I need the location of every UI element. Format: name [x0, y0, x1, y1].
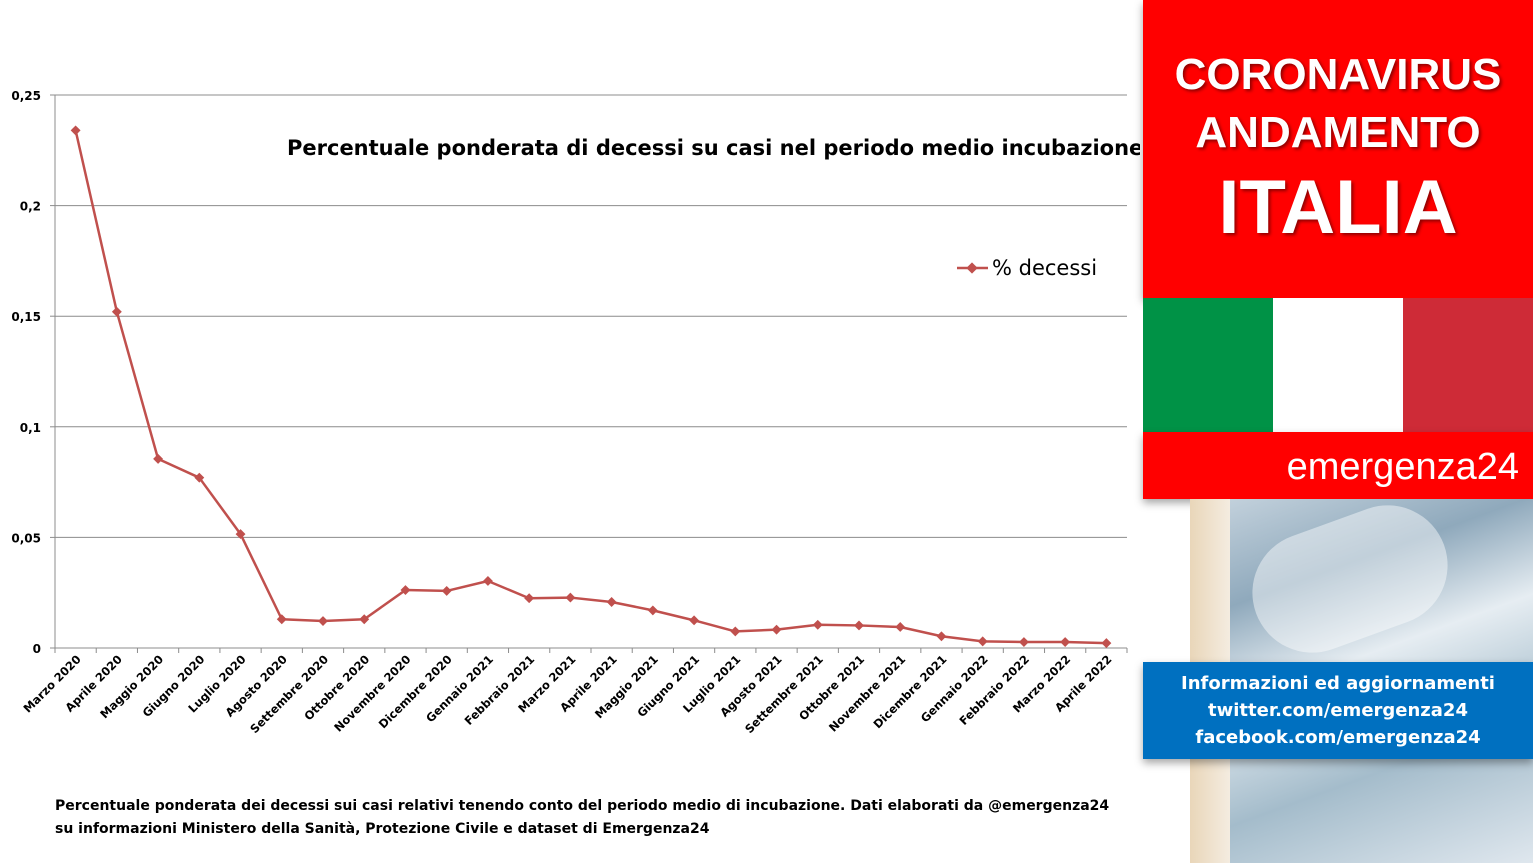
banner-line-2: ANDAMENTO [1195, 108, 1481, 157]
data-point [70, 125, 81, 136]
data-point [359, 614, 370, 625]
x-tick-label: Novembre 2020 [331, 652, 413, 734]
data-point [276, 614, 287, 625]
info-box: Informazioni ed aggiornamenti twitter.co… [1143, 662, 1533, 759]
banner-line-3: ITALIA [1218, 165, 1458, 250]
data-point [565, 592, 576, 603]
data-point [854, 620, 864, 631]
y-tick-label: 0,1 [20, 421, 41, 435]
banner-line-1: CORONAVIRUS [1174, 50, 1502, 99]
data-point [689, 615, 700, 626]
data-point [235, 529, 246, 540]
data-point [482, 576, 493, 586]
y-tick-label: 0,25 [11, 89, 41, 103]
data-point [318, 616, 328, 626]
data-point [400, 585, 411, 595]
x-tick-label: Novembre 2021 [826, 652, 908, 734]
legend-label: % decessi [992, 256, 1097, 280]
data-point [153, 453, 164, 464]
gridlines [55, 94, 1127, 538]
legend: % decessi [957, 256, 1097, 280]
x-tick-label: Febbraio 2022 [956, 652, 1032, 728]
data-point [1060, 637, 1071, 647]
y-tick-label: 0,05 [11, 531, 41, 545]
legend-marker [966, 262, 978, 274]
y-axis: 0 0,05 0,1 0,15 0,2 0,25 [11, 89, 56, 656]
y-tick-label: 0,2 [20, 200, 41, 214]
facebook-link[interactable]: facebook.com/emergenza24 [1195, 727, 1481, 748]
flag-white-stripe [1273, 298, 1403, 432]
footnote: Percentuale ponderata dei decessi sui ca… [55, 795, 1135, 841]
data-point [1018, 637, 1029, 647]
italian-flag [1143, 298, 1533, 432]
data-point [647, 605, 658, 616]
data-point [524, 593, 535, 604]
data-point [194, 472, 205, 483]
x-tick-label: Dicembre 2021 [871, 652, 950, 731]
twitter-link[interactable]: twitter.com/emergenza24 [1208, 700, 1468, 721]
brand-name: emergenza24 [1286, 446, 1519, 488]
flag-green-stripe [1143, 298, 1273, 432]
data-point [1101, 638, 1112, 649]
x-tick-label: Settembre 2020 [247, 652, 331, 736]
data-point [936, 631, 947, 642]
data-point [895, 622, 906, 632]
data-point [977, 636, 988, 647]
flag-red-stripe [1403, 298, 1533, 432]
y-tick-label: 0,15 [11, 310, 41, 324]
data-point [771, 624, 782, 635]
x-tick-label: Febbraio 2021 [462, 652, 538, 728]
data-point [730, 626, 741, 637]
series-line [74, 130, 1107, 645]
data-point [812, 619, 823, 630]
info-line-1: Informazioni ed aggiornamenti [1181, 673, 1495, 694]
footnote-line-2: su informazioni Ministero della Sanità, … [55, 821, 710, 837]
y-tick-label: 0 [33, 642, 41, 656]
data-point [441, 585, 452, 596]
chart-title: Percentuale ponderata di decessi su casi… [287, 136, 1140, 160]
data-point [111, 306, 122, 317]
data-point [606, 597, 617, 607]
series-group [70, 125, 1112, 649]
brand-bar: emergenza24 [1143, 432, 1533, 499]
footnote-line-1: Percentuale ponderata dei decessi sui ca… [55, 798, 1110, 814]
topic-banner: CORONAVIRUS ANDAMENTO ITALIA [1143, 0, 1533, 298]
x-tick-label: Settembre 2021 [742, 652, 826, 736]
x-tick-label: Dicembre 2020 [376, 652, 455, 731]
